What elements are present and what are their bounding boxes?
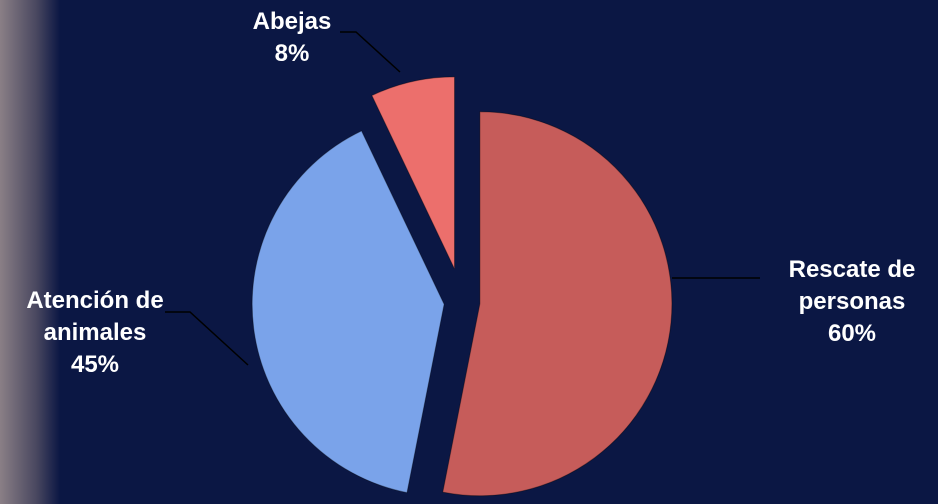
pie-slice — [442, 111, 673, 497]
pie-slice — [371, 76, 455, 270]
slice-label: Atención de animales 45% — [5, 285, 185, 381]
leader-line — [165, 311, 249, 366]
category-label: Abejas — [252, 8, 332, 35]
slice-label: Abejas 8% — [222, 6, 362, 70]
slice-label: Rescate de personas 60% — [762, 254, 938, 350]
value-label: 60% — [827, 320, 877, 347]
pie-slice — [251, 130, 445, 494]
category-label: Atención de animales — [26, 287, 164, 346]
category-label: Rescate de personas — [788, 256, 916, 315]
background-photo — [0, 0, 60, 504]
leader-line — [340, 31, 401, 73]
value-label: 45% — [70, 351, 120, 378]
value-label: 8% — [274, 40, 310, 67]
